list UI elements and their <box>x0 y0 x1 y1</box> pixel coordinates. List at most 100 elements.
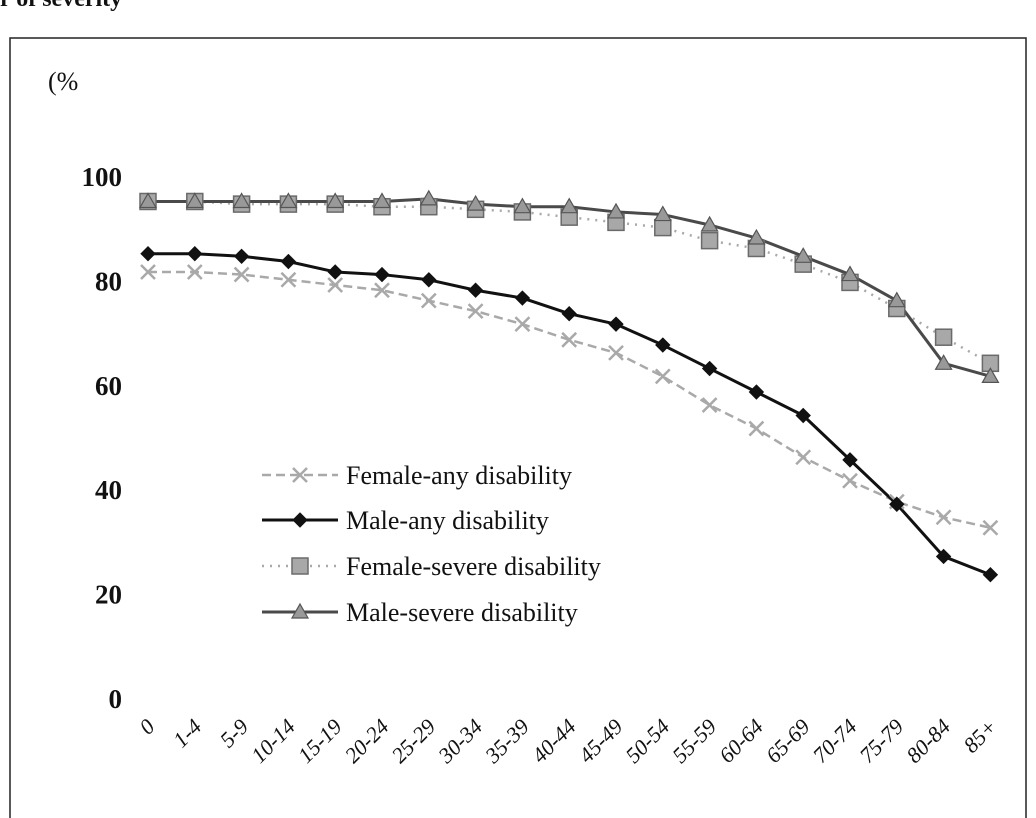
data-point <box>934 354 953 370</box>
series-markers <box>138 189 1000 583</box>
series-line-2 <box>148 252 991 577</box>
chart-caption: r of severity <box>0 0 122 13</box>
x-tick-label: 0 <box>134 714 159 739</box>
data-point <box>561 331 578 348</box>
y-axis-label: (% <box>48 67 78 96</box>
legend-label: Female-any disability <box>346 461 572 490</box>
data-point <box>232 192 251 209</box>
data-point <box>514 290 531 306</box>
x-tick-labels: 0 1-4 5-910-1415-1920-2425-2930-3435-3940-… <box>134 714 1002 769</box>
x-tick-label: 45-49 <box>574 714 628 768</box>
data-point <box>795 449 812 466</box>
x-tick-label: 70-74 <box>808 714 862 768</box>
data-point <box>887 291 906 308</box>
data-point <box>935 509 952 526</box>
series-lines <box>148 197 992 577</box>
x-tick-label: 20-24 <box>340 714 394 768</box>
data-point <box>327 277 344 293</box>
data-point <box>608 344 624 361</box>
legend-label: Male-severe disability <box>346 598 578 627</box>
y-tick-label: 40 <box>95 475 122 505</box>
data-point <box>982 567 999 583</box>
data-point <box>935 548 952 565</box>
data-point <box>794 247 813 263</box>
data-point <box>138 192 158 209</box>
data-point <box>840 265 860 282</box>
data-point <box>608 316 624 332</box>
y-tick-labels: 0 20 40 60 80 100 <box>82 162 123 714</box>
data-point <box>233 266 250 283</box>
data-point <box>606 202 626 219</box>
data-point <box>280 253 297 270</box>
x-tick-label: 75-79 <box>854 714 908 768</box>
data-point <box>654 218 672 237</box>
data-point <box>466 194 485 211</box>
data-point <box>186 264 203 280</box>
data-point <box>372 192 392 209</box>
data-point <box>514 316 531 333</box>
data-point <box>185 192 204 209</box>
data-point <box>701 360 718 377</box>
data-point <box>467 282 484 298</box>
data-point <box>374 282 390 299</box>
x-tick-label: 5-9 <box>215 714 253 752</box>
y-tick-label: 0 <box>109 684 123 714</box>
data-point <box>700 215 719 232</box>
data-point <box>140 245 156 262</box>
data-point <box>795 407 811 424</box>
data-point <box>842 472 858 489</box>
data-point <box>842 452 858 468</box>
legend-marker <box>290 602 310 619</box>
data-point <box>374 266 390 283</box>
data-point <box>748 420 765 437</box>
x-tick-label: 15-19 <box>293 714 347 768</box>
x-tick-label: 50-54 <box>620 714 674 768</box>
data-point <box>934 328 953 346</box>
data-point <box>701 397 718 413</box>
legend-label: Male-any disability <box>346 506 549 535</box>
x-tick-label: 65-69 <box>761 714 815 768</box>
data-point <box>981 367 1000 383</box>
x-tick-label: 85+ <box>958 714 1002 758</box>
chart-frame <box>9 37 1027 818</box>
data-point <box>889 496 905 512</box>
data-point <box>653 205 672 222</box>
y-tick-label: 100 <box>82 162 123 192</box>
data-point <box>326 192 345 209</box>
x-tick-label: 60-64 <box>714 714 768 768</box>
x-tick-label: 1-4 <box>168 714 206 752</box>
data-point <box>467 303 484 319</box>
data-point <box>279 192 298 209</box>
x-tick-label: 55-59 <box>667 714 721 768</box>
data-point <box>187 245 203 262</box>
data-point <box>654 368 671 385</box>
x-tick-label: 80-84 <box>901 714 955 768</box>
legend: Female-any disability Male-any disability… <box>262 461 601 627</box>
x-tick-label: 30-34 <box>432 714 487 769</box>
x-tick-label: 10-14 <box>246 714 300 768</box>
x-tick-label: 40-44 <box>527 714 581 768</box>
y-tick-label: 20 <box>95 580 122 610</box>
data-point <box>982 519 999 536</box>
y-tick-label: 60 <box>95 371 122 401</box>
data-point <box>280 271 297 288</box>
data-point <box>747 228 766 245</box>
data-point <box>420 292 437 309</box>
data-point <box>655 337 671 353</box>
data-point <box>560 197 579 214</box>
legend-marker <box>291 557 309 575</box>
data-point <box>419 189 438 206</box>
x-tick-label: 35-39 <box>479 714 534 769</box>
y-tick-label: 80 <box>95 266 122 296</box>
legend-marker <box>292 467 308 483</box>
data-point <box>700 231 719 250</box>
data-point <box>140 264 156 280</box>
data-point <box>233 248 250 265</box>
legend-label: Female-severe disability <box>346 552 601 581</box>
data-point <box>513 197 532 214</box>
data-point <box>748 384 765 400</box>
legend-marker <box>292 512 308 528</box>
data-point <box>421 272 437 288</box>
data-point <box>561 306 577 322</box>
